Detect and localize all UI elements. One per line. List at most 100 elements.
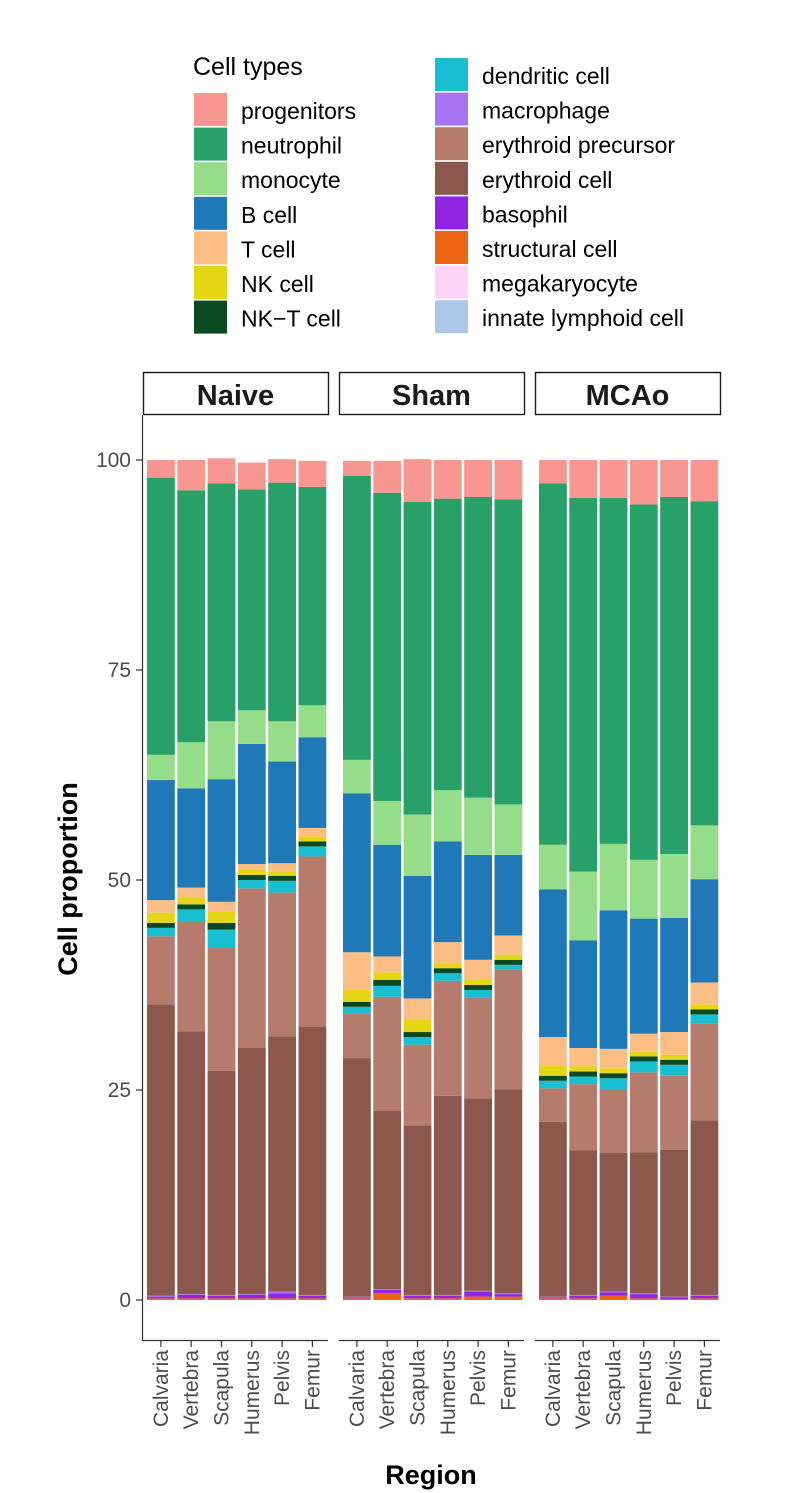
segment-structural-cell xyxy=(207,1298,236,1300)
segment-nk-t-cell xyxy=(629,1056,658,1062)
segment-erythroid-cell xyxy=(629,1152,658,1294)
segment-macrophage xyxy=(373,1289,402,1290)
segment-monocyte xyxy=(539,844,567,890)
y-tick-label: 75 xyxy=(108,659,131,682)
segment-monocyte xyxy=(268,721,296,762)
segment-macrophage xyxy=(207,1294,236,1296)
segment-structural-cell xyxy=(494,1296,523,1300)
x-tick-label: Pelvis xyxy=(663,1350,686,1406)
segment-monocyte xyxy=(207,721,236,780)
segment-dendritic-cell xyxy=(403,1037,432,1045)
segment-erythroid-cell xyxy=(343,1058,371,1297)
legend-key-megakaryocyte xyxy=(435,265,468,299)
strip-naive xyxy=(142,371,330,416)
segment-progenitors xyxy=(147,460,175,478)
segment-neutrophil xyxy=(433,498,462,791)
bar-sham-calvaria xyxy=(343,460,371,1300)
legend-label-structural-cell: structural cell xyxy=(482,236,617,262)
segment-erythroid-precursor xyxy=(433,980,462,1096)
bar-sham-humerus xyxy=(433,460,462,1300)
segment-progenitors xyxy=(373,460,402,493)
segment-nk-cell xyxy=(660,1054,688,1060)
segment-b-cell xyxy=(629,918,658,1034)
segment-erythroid-precursor xyxy=(147,936,175,1005)
strip-label-naive: Naive xyxy=(197,380,274,412)
segment-progenitors xyxy=(403,459,432,502)
segment-dendritic-cell xyxy=(464,990,492,998)
axes: Region Cell proportion 0 25 50 75 100 Calvari… xyxy=(53,415,720,1490)
segment-erythroid-cell xyxy=(147,1004,175,1296)
segment-monocyte xyxy=(433,790,462,842)
y-axis-title: Cell proportion xyxy=(53,782,83,975)
segment-progenitors xyxy=(207,458,236,484)
segment-erythroid-precursor xyxy=(207,948,236,1071)
bar-mcao-femur xyxy=(690,460,719,1300)
segment-neutrophil xyxy=(343,475,371,760)
segment-t-cell xyxy=(494,935,523,955)
segment-macrophage xyxy=(147,1295,175,1297)
legend-label-neutrophil: neutrophil xyxy=(241,133,342,159)
legend-key-monocyte xyxy=(194,162,227,196)
segment-nk-cell xyxy=(147,912,175,923)
segment-structural-cell xyxy=(298,1298,327,1300)
segment-dendritic-cell xyxy=(177,909,206,922)
bar-mcao-vertebra xyxy=(569,460,598,1300)
segment-progenitors xyxy=(177,460,206,491)
panel-mcao: MCAo xyxy=(534,371,722,1300)
segment-nk-t-cell xyxy=(268,875,296,881)
x-tick-label: Calvaria xyxy=(150,1350,173,1427)
segment-monocyte xyxy=(177,742,206,789)
segment-nk-t-cell xyxy=(690,1009,719,1015)
x-tick-label: Calvaria xyxy=(542,1350,565,1427)
x-tick-label: Humerus xyxy=(437,1350,460,1435)
segment-erythroid-cell xyxy=(298,1027,327,1295)
segment-structural-cell xyxy=(569,1298,598,1300)
segment-t-cell xyxy=(629,1033,658,1052)
segment-neutrophil xyxy=(599,497,628,844)
segment-b-cell xyxy=(343,793,371,953)
segment-dendritic-cell xyxy=(373,985,402,997)
legend-key-b-cell xyxy=(194,196,227,230)
segment-nk-t-cell xyxy=(599,1073,628,1079)
segment-erythroid-cell xyxy=(373,1111,402,1290)
segment-nk-t-cell xyxy=(207,922,236,930)
segment-dendritic-cell xyxy=(207,929,236,949)
x-tick-label: Scapula xyxy=(603,1350,626,1426)
segment-b-cell xyxy=(207,779,236,902)
legend-label-erythroid-precursor: erythroid precursor xyxy=(482,132,675,158)
legend-title: Cell types xyxy=(193,53,303,81)
legend-key-progenitors xyxy=(194,93,227,126)
bar-naive-femur xyxy=(298,460,327,1300)
segment-t-cell xyxy=(464,959,492,980)
segment-basophil xyxy=(494,1294,523,1297)
segment-monocyte xyxy=(464,797,492,855)
segment-t-cell xyxy=(690,982,719,1005)
segment-nk-t-cell xyxy=(569,1071,598,1077)
segment-nk-t-cell xyxy=(660,1059,688,1065)
segment-basophil xyxy=(464,1291,492,1297)
segment-basophil xyxy=(298,1295,327,1299)
segment-structural-cell xyxy=(403,1298,432,1300)
segment-erythroid-precursor xyxy=(660,1075,688,1150)
legend: Cell types progenitors neutrophil monocyte… xyxy=(193,53,684,334)
segment-t-cell xyxy=(599,1048,628,1069)
segment-structural-cell xyxy=(237,1298,266,1300)
segment-dendritic-cell xyxy=(494,964,523,970)
bar-naive-scapula xyxy=(207,458,236,1300)
segment-basophil xyxy=(690,1295,719,1299)
x-tick-label: Vertebra xyxy=(180,1350,203,1430)
segment-erythroid-precursor xyxy=(539,1088,567,1122)
segment-dendritic-cell xyxy=(147,927,175,937)
segment-b-cell xyxy=(690,879,719,983)
strip-label-sham: Sham xyxy=(392,380,471,412)
segment-basophil xyxy=(569,1295,598,1299)
x-tick-label: Vertebra xyxy=(572,1350,595,1430)
segment-t-cell xyxy=(147,900,175,913)
segment-erythroid-cell xyxy=(599,1153,628,1292)
segment-t-cell xyxy=(373,956,402,973)
segment-nk-cell xyxy=(403,1019,432,1033)
legend-label-nk-cell: NK cell xyxy=(241,271,314,297)
segment-erythroid-cell xyxy=(268,1036,296,1292)
segment-monocyte xyxy=(298,705,327,738)
segment-t-cell xyxy=(268,863,296,872)
